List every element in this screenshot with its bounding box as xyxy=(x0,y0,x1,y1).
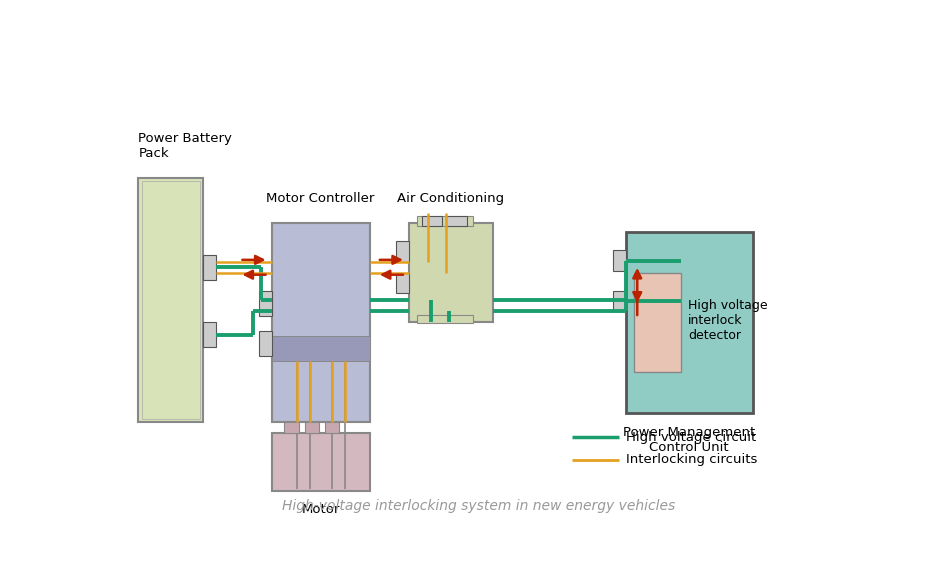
Bar xyxy=(272,336,369,361)
Bar xyxy=(626,232,753,412)
Bar xyxy=(634,273,681,372)
Bar xyxy=(397,242,410,261)
Bar xyxy=(417,315,473,324)
Text: Motor: Motor xyxy=(301,503,340,515)
Text: High voltage
interlock
detector: High voltage interlock detector xyxy=(688,299,768,342)
Bar xyxy=(202,322,216,347)
Bar xyxy=(304,422,319,433)
Bar xyxy=(410,223,493,322)
Bar xyxy=(138,178,203,422)
Bar xyxy=(422,216,442,226)
Bar xyxy=(417,216,473,226)
Bar xyxy=(272,223,369,422)
Bar xyxy=(285,422,299,433)
Bar xyxy=(272,433,369,491)
Bar xyxy=(142,181,200,419)
Text: High-voltage interlocking system in new energy vehicles: High-voltage interlocking system in new … xyxy=(282,498,675,512)
Text: Air Conditioning: Air Conditioning xyxy=(397,192,504,205)
Text: Interlocking circuits: Interlocking circuits xyxy=(626,453,758,466)
Text: Motor Controller: Motor Controller xyxy=(266,192,375,205)
Bar xyxy=(613,250,626,271)
Text: High voltage circuit: High voltage circuit xyxy=(626,431,757,444)
Bar xyxy=(613,291,626,311)
Bar xyxy=(259,332,272,356)
Bar xyxy=(446,216,466,226)
Bar xyxy=(325,422,340,433)
Bar xyxy=(202,255,216,280)
Text: Power Battery
Pack: Power Battery Pack xyxy=(138,132,232,160)
Bar xyxy=(259,291,272,316)
Bar xyxy=(397,273,410,293)
Text: Power Management
Control Unit: Power Management Control Unit xyxy=(623,426,756,454)
